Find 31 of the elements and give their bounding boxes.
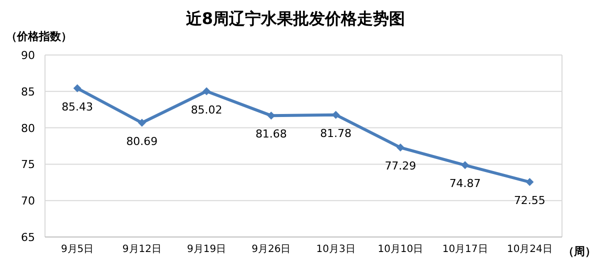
x-tick-label: 10月17日 xyxy=(442,244,488,255)
x-tick-label: 9月26日 xyxy=(252,244,291,255)
point xyxy=(396,144,404,152)
point xyxy=(526,178,534,186)
point xyxy=(138,118,146,127)
data-label: 81.68 xyxy=(255,128,287,141)
data-label: 85.43 xyxy=(62,100,94,114)
data-label: 85.02 xyxy=(190,103,222,116)
y-tick-label: 80 xyxy=(21,122,35,135)
y-tick-label: 65 xyxy=(21,231,35,244)
chart-title: 近8周辽宁水果批发价格走势图 xyxy=(184,9,406,28)
y-tick-label: 75 xyxy=(21,158,35,172)
x-tick-label: 10月10日 xyxy=(378,244,424,255)
x-axis-title: （周） xyxy=(563,245,591,258)
data-label: 81.78 xyxy=(320,126,352,140)
x-tick-label: 9月19日 xyxy=(187,244,226,255)
point xyxy=(202,87,211,96)
x-tick-label: 9月12日 xyxy=(122,244,162,255)
y-tick-label: 85 xyxy=(21,85,35,98)
x-tick-label: 10月3日 xyxy=(316,244,356,255)
point xyxy=(73,84,82,92)
y-tick-label: 70 xyxy=(21,194,35,208)
data-label: 77.29 xyxy=(384,160,416,173)
point xyxy=(461,161,470,170)
y-tick-label: 90 xyxy=(21,49,35,62)
data-label: 74.87 xyxy=(449,177,481,190)
data-label: 80.69 xyxy=(126,134,158,148)
data-label: 72.55 xyxy=(514,194,546,208)
y-axis-title: （价格指数） xyxy=(6,30,72,43)
x-tick-label: 9月5日 xyxy=(60,244,94,255)
x-tick-label: 10月24日 xyxy=(506,244,552,255)
